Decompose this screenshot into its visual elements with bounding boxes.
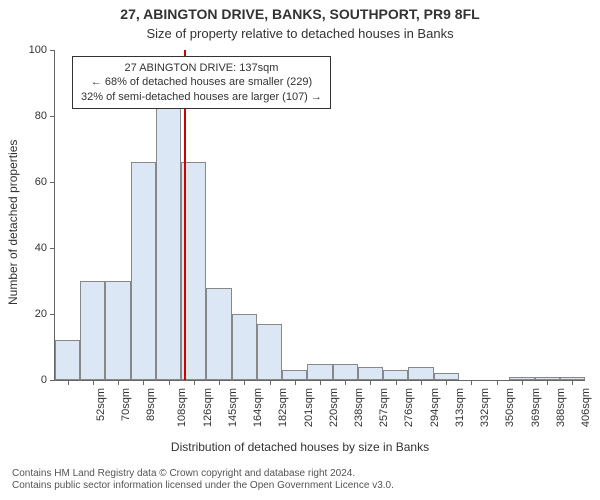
xtick-label: 164sqm	[252, 388, 264, 427]
ytick-label: 60	[35, 176, 47, 188]
xtick-mark	[497, 380, 498, 385]
histogram-bar	[131, 162, 156, 380]
xtick-label: 182sqm	[277, 388, 289, 427]
y-axis-label: Number of detached properties	[6, 140, 20, 305]
footer-line-1: Contains HM Land Registry data © Crown c…	[12, 468, 394, 480]
xtick-mark	[370, 380, 371, 385]
xtick-label: 369sqm	[530, 388, 542, 427]
ytick-label: 40	[35, 242, 47, 254]
histogram-bar	[333, 364, 358, 381]
info-box-line: 32% of semi-detached houses are larger (…	[81, 90, 322, 104]
xtick-mark	[143, 380, 144, 385]
xtick-label: 332sqm	[479, 388, 491, 427]
xtick-mark	[270, 380, 271, 385]
xtick-label: 201sqm	[303, 388, 315, 427]
histogram-bar	[434, 373, 459, 380]
xtick-mark	[446, 380, 447, 385]
histogram-bar	[383, 370, 408, 380]
xtick-label: 238sqm	[353, 388, 365, 427]
footer-line-2: Contains public sector information licen…	[12, 480, 394, 492]
info-box-line: 27 ABINGTON DRIVE: 137sqm	[81, 61, 322, 75]
xtick-mark	[547, 380, 548, 385]
xtick-mark	[295, 380, 296, 385]
chart-title: 27, ABINGTON DRIVE, BANKS, SOUTHPORT, PR…	[0, 6, 600, 22]
ytick-label: 20	[35, 308, 47, 320]
ytick-mark	[50, 248, 55, 249]
xtick-mark	[118, 380, 119, 385]
ytick-mark	[50, 50, 55, 51]
xtick-label: 406sqm	[580, 388, 592, 427]
xtick-label: 220sqm	[328, 388, 340, 427]
histogram-bar	[408, 367, 433, 380]
xtick-label: 52sqm	[95, 388, 107, 421]
xtick-label: 145sqm	[227, 388, 239, 427]
xtick-label: 126sqm	[202, 388, 214, 427]
xtick-mark	[320, 380, 321, 385]
xtick-mark	[68, 380, 69, 385]
histogram-bar	[206, 288, 231, 380]
histogram-bar	[232, 314, 257, 380]
xtick-mark	[421, 380, 422, 385]
histogram-bar	[358, 367, 383, 380]
histogram-bar	[257, 324, 282, 380]
histogram-bar	[105, 281, 130, 380]
xtick-label: 276sqm	[404, 388, 416, 427]
xtick-label: 294sqm	[429, 388, 441, 427]
ytick-mark	[50, 116, 55, 117]
info-box-line: ← 68% of detached houses are smaller (22…	[81, 75, 322, 89]
xtick-mark	[522, 380, 523, 385]
histogram-bar	[156, 90, 181, 380]
xtick-mark	[345, 380, 346, 385]
xtick-label: 313sqm	[454, 388, 466, 427]
xtick-mark	[93, 380, 94, 385]
ytick-mark	[50, 314, 55, 315]
xtick-label: 388sqm	[555, 388, 567, 427]
histogram-bar	[80, 281, 105, 380]
xtick-label: 350sqm	[505, 388, 517, 427]
chart-container: 27, ABINGTON DRIVE, BANKS, SOUTHPORT, PR…	[0, 0, 600, 500]
ytick-label: 100	[29, 44, 47, 56]
chart-subtitle: Size of property relative to detached ho…	[0, 26, 600, 41]
histogram-bar	[307, 364, 332, 381]
ytick-mark	[50, 182, 55, 183]
info-box: 27 ABINGTON DRIVE: 137sqm← 68% of detach…	[72, 56, 331, 109]
x-axis-label: Distribution of detached houses by size …	[0, 440, 600, 454]
xtick-label: 89sqm	[145, 388, 157, 421]
xtick-label: 257sqm	[378, 388, 390, 427]
xtick-label: 70sqm	[120, 388, 132, 421]
xtick-mark	[244, 380, 245, 385]
histogram-bar	[282, 370, 307, 380]
ytick-label: 0	[41, 374, 47, 386]
xtick-mark	[219, 380, 220, 385]
xtick-label: 108sqm	[176, 388, 188, 427]
xtick-mark	[194, 380, 195, 385]
xtick-mark	[396, 380, 397, 385]
histogram-bar	[55, 340, 80, 380]
ytick-mark	[50, 380, 55, 381]
xtick-mark	[169, 380, 170, 385]
xtick-mark	[572, 380, 573, 385]
footer-attribution: Contains HM Land Registry data © Crown c…	[12, 468, 394, 492]
xtick-mark	[471, 380, 472, 385]
ytick-label: 80	[35, 110, 47, 122]
